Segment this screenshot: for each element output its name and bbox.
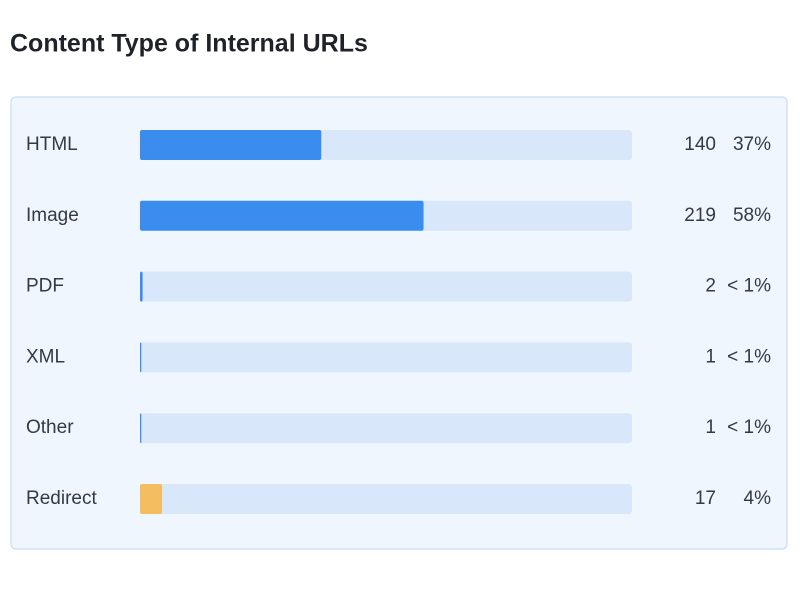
category-label: Redirect <box>26 488 97 509</box>
bar <box>140 413 142 444</box>
chart-title: Content Type of Internal URLs <box>10 30 368 58</box>
bar <box>140 271 143 302</box>
category-label: Other <box>26 417 74 438</box>
category-label: XML <box>26 346 65 367</box>
category-label: Image <box>26 205 79 226</box>
category-label: PDF <box>26 276 64 297</box>
bar-track <box>140 413 632 444</box>
bar-track <box>140 342 632 373</box>
bar <box>140 200 424 231</box>
percent-label: < 1% <box>727 346 771 367</box>
bar <box>140 342 142 373</box>
bar-track <box>140 484 632 514</box>
bar <box>140 130 322 160</box>
percent-label: < 1% <box>727 276 771 297</box>
bar-track <box>140 271 632 302</box>
percent-label: 37% <box>733 134 771 155</box>
count-label: 219 <box>684 205 716 226</box>
count-label: 140 <box>684 134 716 155</box>
percent-label: < 1% <box>727 417 771 438</box>
bar <box>140 484 163 514</box>
count-label: 1 <box>705 346 716 367</box>
category-label: HTML <box>26 134 78 155</box>
panel <box>10 96 788 550</box>
percent-label: 4% <box>744 488 772 509</box>
count-label: 2 <box>705 276 716 297</box>
percent-label: 58% <box>733 205 771 226</box>
count-label: 17 <box>695 488 716 509</box>
count-label: 1 <box>705 417 716 438</box>
